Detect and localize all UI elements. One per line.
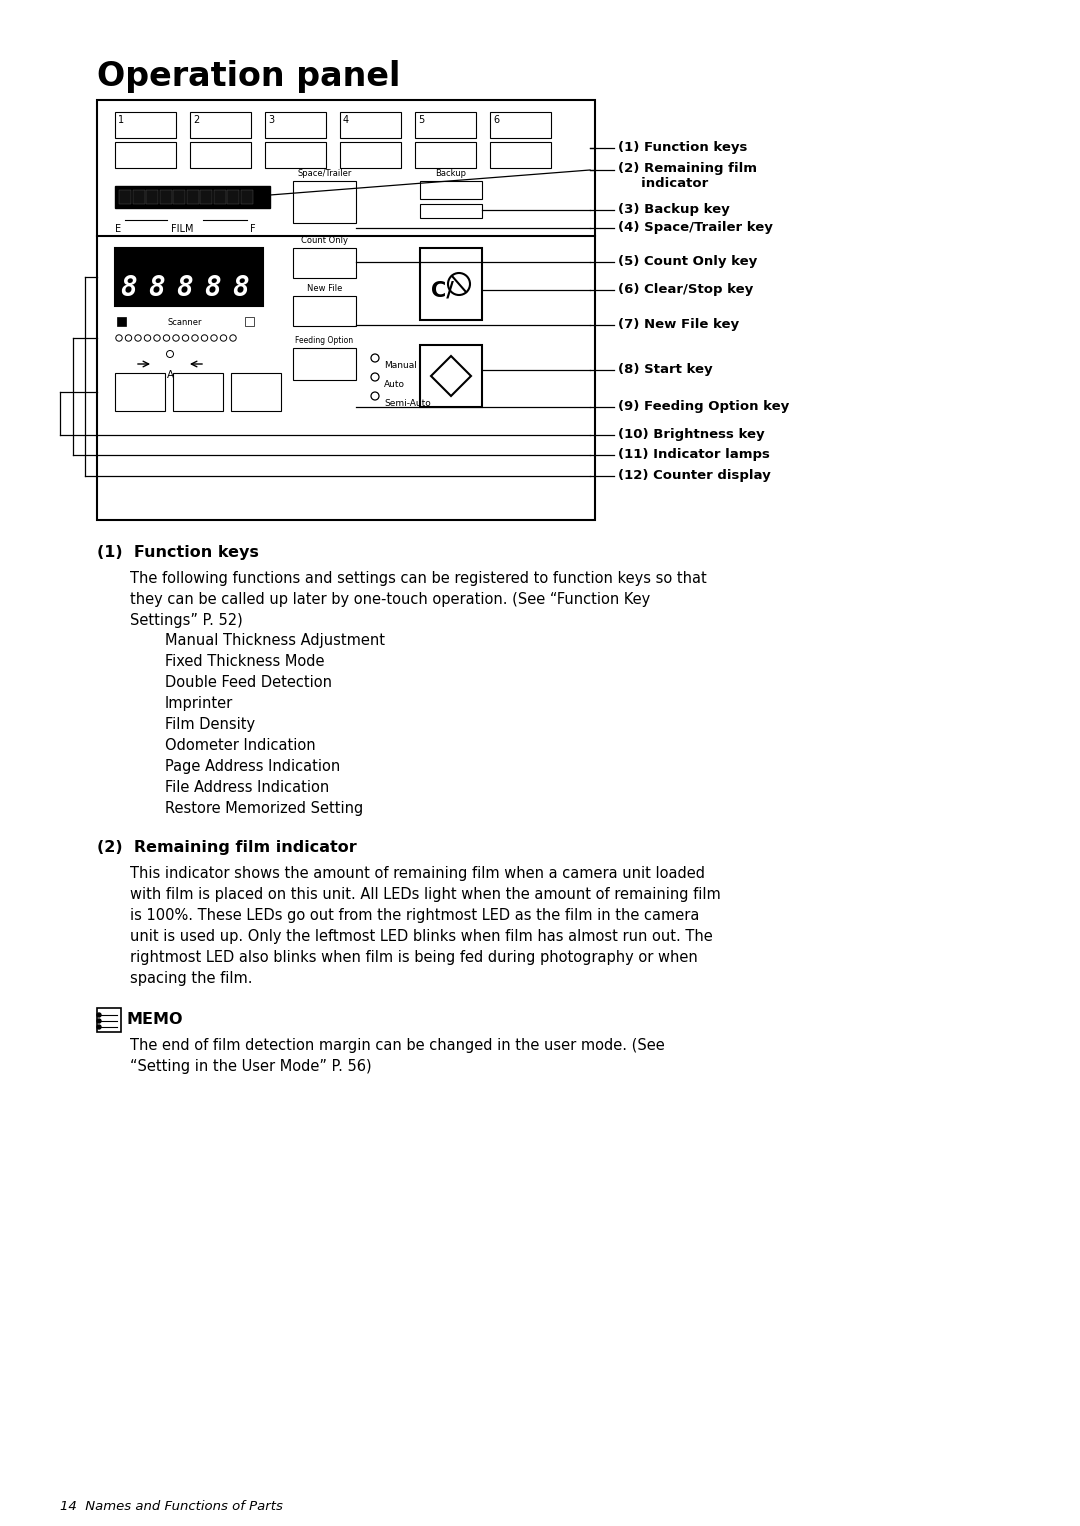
Text: 14  Names and Functions of Parts: 14 Names and Functions of Parts (60, 1500, 283, 1512)
Bar (119, 191, 131, 204)
Text: 8: 8 (232, 275, 249, 302)
Bar (200, 191, 212, 204)
Text: Backup: Backup (435, 169, 467, 179)
Text: FILM: FILM (171, 224, 193, 233)
Text: MEMO: MEMO (127, 1012, 184, 1027)
Text: (9) Feeding Option key: (9) Feeding Option key (618, 400, 789, 414)
Text: Manual: Manual (384, 362, 417, 369)
Text: 8: 8 (204, 275, 221, 302)
Circle shape (97, 1013, 102, 1016)
Text: Semi-Auto: Semi-Auto (384, 398, 431, 407)
Text: E: E (114, 224, 121, 233)
Bar (146, 191, 158, 204)
Bar (187, 191, 199, 204)
Bar (490, 111, 551, 137)
Text: (5) Count Only key: (5) Count Only key (618, 255, 757, 269)
Text: 6: 6 (492, 114, 499, 125)
Bar (190, 111, 251, 137)
Bar (214, 191, 226, 204)
Bar (420, 182, 482, 198)
Bar (160, 191, 172, 204)
Text: (8) Start key: (8) Start key (618, 363, 713, 375)
Bar (227, 191, 239, 204)
Bar (173, 191, 185, 204)
Bar (133, 191, 145, 204)
Text: (2)  Remaining film indicator: (2) Remaining film indicator (97, 839, 356, 855)
Text: A: A (166, 369, 174, 380)
Bar (114, 249, 264, 307)
Bar (340, 111, 401, 137)
Bar (114, 186, 270, 208)
Text: Auto: Auto (384, 380, 405, 389)
Text: New File: New File (307, 284, 342, 293)
Text: Manual Thickness Adjustment: Manual Thickness Adjustment (165, 633, 384, 649)
Bar (117, 317, 126, 327)
Text: This indicator shows the amount of remaining film when a camera unit loaded
with: This indicator shows the amount of remai… (130, 865, 720, 986)
Bar (293, 249, 356, 278)
Bar (293, 296, 356, 327)
Bar (97, 101, 595, 520)
Bar (490, 142, 551, 168)
Bar (340, 142, 401, 168)
Text: The end of film detection margin can be changed in the user mode. (See
“Setting : The end of film detection margin can be … (130, 1038, 665, 1074)
Bar (173, 372, 222, 410)
Bar (231, 372, 281, 410)
Bar (114, 372, 165, 410)
Text: 8: 8 (149, 275, 165, 302)
Bar (245, 317, 254, 327)
Text: Page Address Indication: Page Address Indication (165, 758, 340, 774)
Text: (4) Space/Trailer key: (4) Space/Trailer key (618, 221, 773, 233)
Bar (415, 142, 476, 168)
Text: 2: 2 (193, 114, 199, 125)
Text: (6) Clear/Stop key: (6) Clear/Stop key (618, 282, 753, 296)
Bar (293, 182, 356, 223)
Text: Count Only: Count Only (301, 237, 348, 246)
Bar (114, 142, 176, 168)
Bar (265, 142, 326, 168)
Text: Imprinter: Imprinter (165, 696, 233, 711)
Text: 1: 1 (118, 114, 124, 125)
Text: 4: 4 (343, 114, 349, 125)
Text: 8: 8 (177, 275, 193, 302)
Text: (1) Function keys: (1) Function keys (618, 140, 747, 154)
Text: Film Density: Film Density (165, 717, 255, 732)
Text: (1)  Function keys: (1) Function keys (97, 545, 259, 560)
Text: 8: 8 (121, 275, 137, 302)
Circle shape (97, 1019, 102, 1022)
Polygon shape (431, 356, 471, 397)
Text: Scanner: Scanner (167, 317, 202, 327)
Bar (114, 111, 176, 137)
Bar (420, 345, 482, 407)
Text: (3) Backup key: (3) Backup key (618, 203, 730, 217)
Text: Double Feed Detection: Double Feed Detection (165, 674, 332, 690)
Text: (2) Remaining film
     indicator: (2) Remaining film indicator (618, 162, 757, 191)
Text: The following functions and settings can be registered to function keys so that
: The following functions and settings can… (130, 571, 706, 629)
Text: (12) Counter display: (12) Counter display (618, 468, 771, 482)
Text: 5: 5 (418, 114, 424, 125)
Text: Space/Trailer: Space/Trailer (297, 169, 352, 179)
Text: (7) New File key: (7) New File key (618, 317, 739, 331)
Text: (10) Brightness key: (10) Brightness key (618, 427, 765, 441)
Text: Operation panel: Operation panel (97, 60, 401, 93)
Bar (190, 142, 251, 168)
Text: Restore Memorized Setting: Restore Memorized Setting (165, 801, 363, 816)
Bar (415, 111, 476, 137)
Text: Feeding Option: Feeding Option (296, 336, 353, 345)
Bar (265, 111, 326, 137)
Text: C/: C/ (431, 279, 454, 301)
Circle shape (97, 1025, 102, 1029)
Text: (11) Indicator lamps: (11) Indicator lamps (618, 449, 770, 461)
Bar (420, 204, 482, 218)
Text: Fixed Thickness Mode: Fixed Thickness Mode (165, 655, 324, 668)
Text: 3: 3 (268, 114, 274, 125)
Text: File Address Indication: File Address Indication (165, 780, 329, 795)
Text: F: F (249, 224, 256, 233)
Text: Odometer Indication: Odometer Indication (165, 739, 315, 752)
Bar (293, 348, 356, 380)
Bar (420, 249, 482, 320)
Bar (241, 191, 253, 204)
Bar (97, 1009, 121, 1032)
